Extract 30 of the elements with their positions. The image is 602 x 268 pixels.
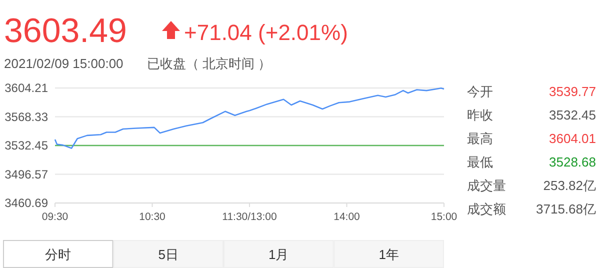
text: 已收盘（ 北京时间 ） — [147, 56, 272, 71]
x-tick-label: 10:30 — [139, 211, 166, 223]
text: 成交量 — [467, 178, 506, 193]
x-tick-label: 14:00 — [334, 211, 360, 223]
text: 3528.68 — [549, 154, 596, 170]
text: 分时 — [45, 247, 72, 262]
text: 昨收 — [467, 108, 493, 122]
text: 5日 — [158, 247, 178, 262]
text: 1年 — [378, 247, 399, 262]
chart-subtitle: +71.04 (+2.01%) — [184, 20, 348, 45]
text: 3539.77 — [549, 84, 596, 99]
text: 3532.45 — [549, 108, 596, 122]
text: 3715.68亿 — [536, 202, 596, 216]
x-tick-label: 15:00 — [430, 211, 458, 223]
y-tick-label: 3496.57 — [4, 167, 48, 182]
x-tick-label: 11:30/13:00 — [222, 211, 277, 223]
text: 1月 — [268, 247, 289, 262]
y-tick-label: 3532.45 — [4, 138, 48, 152]
text: 3604.01 — [549, 131, 596, 146]
y-tick-label: 3460.69 — [4, 196, 48, 210]
text: 今开 — [467, 84, 493, 99]
text: 253.82亿 — [543, 178, 596, 193]
y-tick-label: 3568.33 — [4, 110, 48, 124]
y-tick-label: 3604.21 — [4, 81, 48, 95]
text: 成交额 — [467, 202, 506, 216]
text: 最低 — [467, 154, 493, 170]
text: 最高 — [467, 131, 493, 146]
text: 2021/02/09 15:00:00 — [4, 56, 124, 71]
chart-title: 3603.49 — [4, 12, 127, 50]
x-tick-label: 09:30 — [42, 211, 68, 223]
